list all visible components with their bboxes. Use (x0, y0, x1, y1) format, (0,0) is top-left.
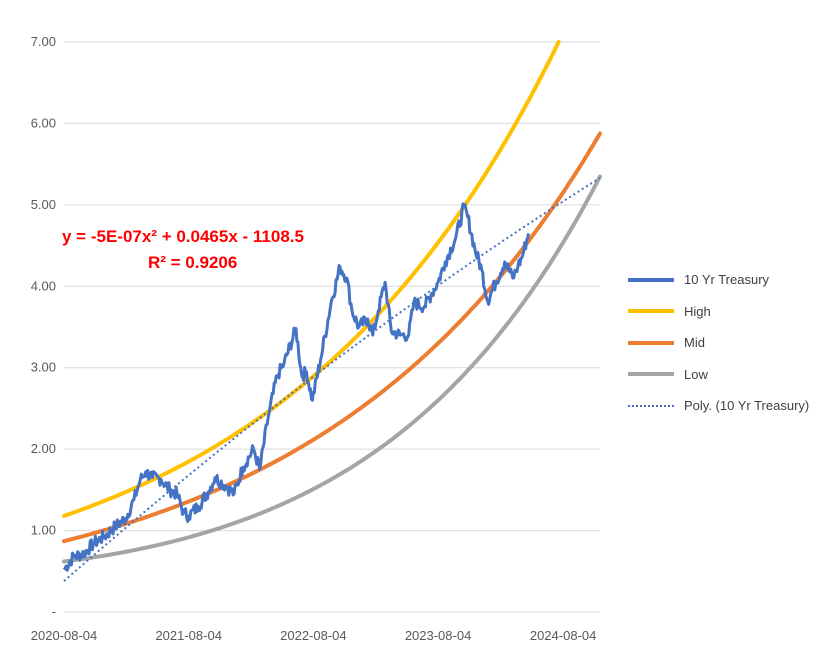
y-tick-label: 2.00 (31, 441, 56, 456)
series-mid-line (62, 131, 602, 544)
gridlines (64, 41, 600, 613)
legend-item-10yr-treasury: 10 Yr Treasury (628, 264, 809, 296)
y-tick-label: 4.00 (31, 278, 56, 293)
legend-swatch-high (628, 309, 674, 314)
legend-swatch-10yr-treasury (628, 277, 674, 282)
legend-label: 10 Yr Treasury (684, 272, 770, 288)
legend-label: High (684, 303, 711, 319)
y-tick-label: 1.00 (31, 523, 56, 538)
legend-label: Poly. (10 Yr Treasury) (684, 398, 810, 414)
series-lines (62, 40, 602, 582)
legend-swatch-low (628, 372, 674, 377)
legend-swatch-poly-trend (628, 404, 674, 407)
legend: 10 Yr Treasury High Mid Low Poly. (10 Yr… (628, 264, 809, 422)
y-tick-label: 5.00 (31, 197, 56, 212)
series-10yr-treasury-line (62, 202, 531, 572)
legend-item-low: Low (628, 359, 809, 391)
r-squared-label: R² = 0.9206 (148, 253, 238, 272)
legend-item-mid: Mid (628, 327, 809, 359)
x-tick-label: 2022-08-04 (280, 628, 347, 643)
x-tick-label: 2021-08-04 (155, 628, 222, 643)
x-axis-ticks: 2020-08-04 2021-08-04 2022-08-04 2023-08-04… (31, 628, 597, 643)
legend-item-poly-trend: Poly. (10 Yr Treasury) (628, 390, 809, 422)
series-poly-trend-line (63, 177, 601, 582)
legend-label: Low (684, 366, 708, 382)
y-tick-label: 3.00 (31, 360, 56, 375)
legend-item-high: High (628, 296, 809, 328)
x-tick-label: 2023-08-04 (405, 628, 472, 643)
series-low-line (62, 174, 602, 564)
y-axis-ticks: - 1.00 2.00 3.00 4.00 5.00 6.00 7.00 (31, 34, 56, 619)
legend-swatch-mid (628, 340, 674, 345)
y-tick-label: 7.00 (31, 34, 56, 49)
x-tick-label: 2020-08-04 (31, 628, 98, 643)
trendline-equation: y = -5E-07x² + 0.0465x - 1108.5 (62, 227, 304, 246)
y-tick-label: - (52, 604, 56, 619)
y-tick-label: 6.00 (31, 115, 56, 130)
x-tick-label: 2024-08-04 (530, 628, 597, 643)
legend-label: Mid (684, 335, 705, 351)
